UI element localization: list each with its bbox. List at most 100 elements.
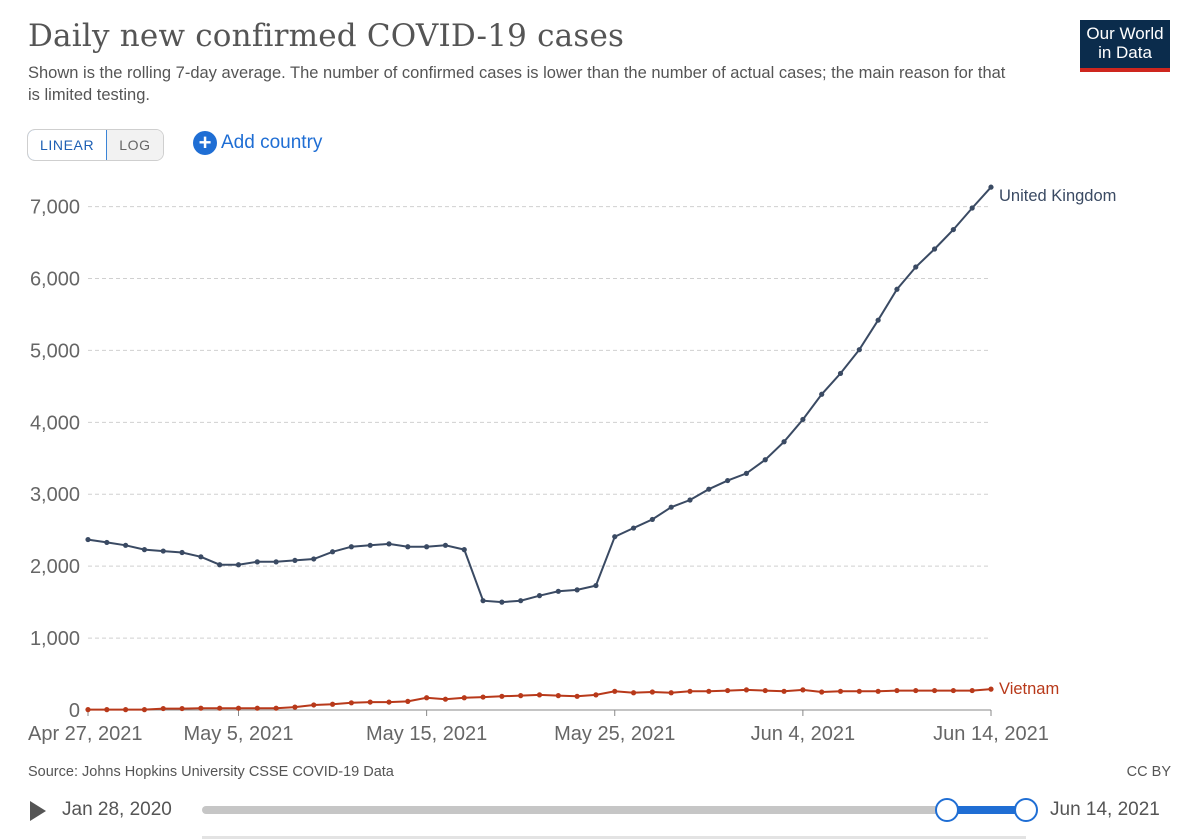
x-tick-label: May 25, 2021 [554, 723, 675, 745]
data-point [536, 692, 543, 698]
timeline-selected-range [947, 806, 1026, 814]
data-point [837, 688, 844, 694]
data-point [461, 547, 467, 553]
data-point [386, 699, 392, 705]
data-point [405, 698, 411, 704]
data-point [179, 549, 185, 556]
x-tick-label: Apr 27, 2021 [28, 723, 143, 745]
data-point [198, 705, 204, 711]
data-point [856, 688, 862, 694]
data-point [819, 689, 825, 695]
y-tick-label: 1,000 [30, 628, 80, 650]
data-point [85, 707, 91, 713]
data-point [875, 688, 881, 694]
data-point [819, 391, 825, 397]
data-point [254, 559, 260, 565]
data-point [950, 687, 956, 694]
data-point [499, 693, 505, 699]
data-point [931, 246, 938, 252]
timeline-start-handle[interactable] [935, 798, 959, 822]
data-point [593, 582, 599, 589]
x-tick-label: May 5, 2021 [183, 723, 293, 745]
data-point [367, 699, 373, 705]
data-point [988, 686, 994, 692]
y-tick-label: 2,000 [30, 556, 80, 578]
data-point [574, 693, 580, 699]
y-tick-label: 7,000 [30, 197, 80, 219]
data-point [950, 226, 956, 233]
data-point [367, 542, 373, 548]
data-point [969, 687, 975, 694]
data-point [725, 687, 731, 694]
y-axis-ticks: 0 1,000 2,000 3,000 4,000 5,000 6,000 7,000 [30, 197, 80, 722]
owid-logo[interactable]: Our World in Data [1080, 20, 1170, 72]
data-point [706, 486, 712, 492]
data-point [518, 693, 524, 699]
data-point [913, 687, 919, 694]
linear-scale-button[interactable]: LINEAR [27, 130, 108, 160]
data-point [273, 559, 279, 565]
data-point [593, 692, 599, 698]
timeline-end-label: Jun 14, 2021 [1050, 799, 1160, 820]
data-point [668, 690, 674, 696]
data-point [931, 687, 938, 694]
data-point [405, 544, 411, 550]
logo-line-2: in Data [1098, 43, 1152, 62]
data-point [894, 687, 900, 694]
source-note: Source: Johns Hopkins University CSSE CO… [28, 764, 394, 780]
data-point [235, 562, 242, 568]
data-point [988, 184, 994, 190]
series-label: United Kingdom [999, 187, 1116, 205]
y-tick-label: 4,000 [30, 412, 80, 434]
data-point [743, 470, 750, 476]
data-point [348, 700, 354, 706]
data-point [743, 687, 750, 693]
data-point [179, 705, 185, 712]
data-point [612, 534, 618, 540]
data-point [856, 347, 862, 353]
data-point [254, 705, 260, 711]
data-point [123, 707, 129, 713]
x-tick-label: Jun 14, 2021 [933, 723, 1049, 745]
license-link[interactable]: CC BY [1126, 764, 1171, 780]
logo-line-1: Our World [1086, 24, 1164, 43]
add-country-button[interactable]: + Add country [193, 131, 322, 155]
data-point [198, 554, 204, 560]
series-label: Vietnam [999, 680, 1059, 698]
data-point [574, 587, 580, 593]
timeline-end-handle[interactable] [1014, 798, 1038, 822]
data-point [536, 593, 543, 599]
data-point [424, 695, 430, 701]
data-point [160, 705, 166, 712]
grid-lines [88, 206, 991, 639]
data-point [875, 317, 881, 323]
y-tick-label: 5,000 [30, 340, 80, 362]
data-point [649, 516, 655, 523]
data-point [725, 477, 731, 484]
data-point [104, 539, 110, 546]
data-point [555, 588, 561, 594]
timeline-track[interactable] [202, 806, 1026, 814]
x-axis: Apr 27, 2021 May 5, 2021 May 15, 2021 May 2… [28, 709, 1049, 745]
data-point [292, 557, 298, 564]
data-point [837, 370, 844, 377]
y-tick-label: 6,000 [30, 268, 80, 290]
log-scale-button[interactable]: LOG [107, 130, 163, 160]
data-point [781, 439, 787, 445]
timeline-start-label: Jan 28, 2020 [62, 799, 172, 820]
x-tick-label: Jun 4, 2021 [751, 723, 856, 745]
data-point [762, 687, 768, 694]
play-icon[interactable] [30, 801, 46, 821]
series-line-united-kingdom [87, 186, 992, 604]
data-point [762, 457, 768, 463]
add-country-label: Add country [221, 132, 323, 153]
data-point [123, 542, 129, 548]
data-point [141, 707, 148, 713]
data-point [480, 598, 486, 604]
data-point [687, 688, 693, 694]
data-point [800, 687, 806, 693]
data-point [235, 705, 242, 711]
data-point [518, 598, 524, 604]
data-point [687, 497, 693, 503]
data-point [424, 544, 430, 550]
